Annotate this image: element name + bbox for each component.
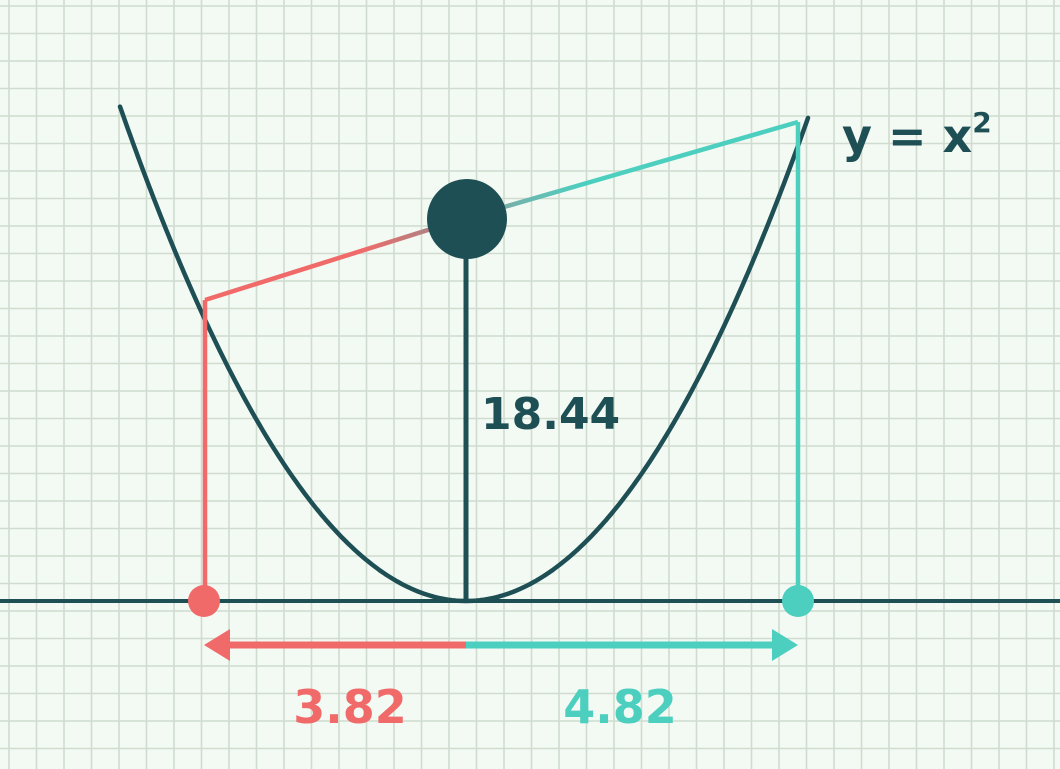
left-distance-label: 3.82 bbox=[293, 680, 407, 734]
left-connector-line bbox=[204, 215, 467, 303]
right-distance-label: 4.82 bbox=[563, 680, 677, 734]
height-value-label: 18.44 bbox=[481, 389, 620, 440]
center-point bbox=[427, 179, 507, 259]
right-root-point bbox=[782, 585, 814, 617]
equation-label: y = x2 bbox=[842, 106, 992, 163]
right-arrowhead bbox=[772, 629, 798, 661]
right-connector-line bbox=[465, 119, 799, 221]
left-arrowhead bbox=[204, 629, 230, 661]
left-root-point bbox=[188, 585, 220, 617]
